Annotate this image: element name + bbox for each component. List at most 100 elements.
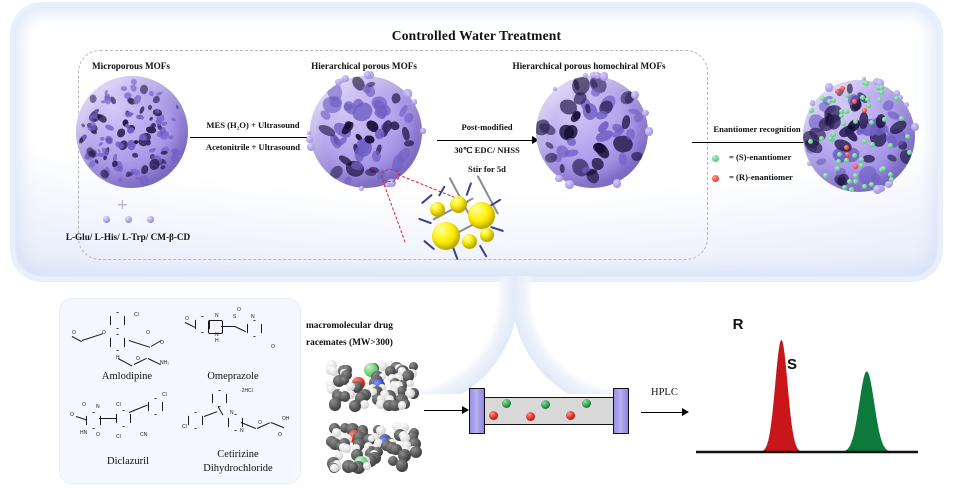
- surface-nub: [911, 122, 920, 132]
- surface-nub: [384, 182, 390, 188]
- atom-sphere: [408, 361, 419, 372]
- drug-name-dihydrochloride: Dihydrochloride: [203, 463, 273, 474]
- surface-nub: [387, 178, 396, 188]
- hplc-chromatogram: R S: [690, 316, 928, 470]
- racemate-molecule-top: [320, 355, 420, 413]
- atom-sphere: [409, 446, 422, 459]
- s-enantiomer-dot: [881, 116, 887, 122]
- label-chiral-reagents: L-Glu/ L-His/ L-Trp/ CM-β-CD: [65, 232, 191, 242]
- surface-nub: [893, 90, 901, 97]
- s-enantiomer-dot: [876, 97, 882, 103]
- diclazuril-structure: N O O HN O Cl Cl Cl CN: [70, 392, 167, 440]
- atom-sphere: [400, 433, 410, 444]
- s-enantiomer-dot: [839, 109, 845, 115]
- surface-nub: [594, 71, 602, 79]
- atom-sphere: [405, 388, 415, 398]
- surface-nub: [806, 161, 812, 167]
- atom-sphere: [367, 434, 376, 442]
- atom-sphere: [333, 391, 344, 402]
- legend-green-dot-icon: [712, 155, 719, 162]
- atom-sphere: [396, 386, 407, 397]
- atom-sphere: [375, 399, 386, 410]
- r-enantiomer-dot: [861, 107, 867, 113]
- s-enantiomer-dot: [838, 113, 844, 119]
- s-enantiomer-dot: [868, 181, 874, 187]
- s-enantiomer-dot: [843, 109, 849, 115]
- metal-node: [468, 202, 495, 229]
- s-enantiomer-dot: [904, 134, 910, 140]
- s-enantiomer-dot: [870, 142, 876, 148]
- chromatogram-svg: [696, 340, 918, 454]
- drug-structures-panel: [60, 299, 300, 483]
- s-enantiomer-dot: [864, 96, 870, 102]
- column-inlet-cap: [469, 388, 485, 434]
- s-enantiomer-dot: [808, 108, 814, 114]
- atom-sphere: [389, 400, 401, 412]
- s-enantiomer-dot: [869, 119, 875, 125]
- s-enantiomer-dot: [864, 81, 870, 87]
- surface-nub: [306, 130, 312, 136]
- s-enantiomer-dot: [831, 132, 837, 138]
- s-enantiomer-dot: [834, 165, 840, 171]
- surface-nub: [411, 99, 418, 105]
- surface-nub: [420, 128, 426, 134]
- reagent-bead: [147, 216, 154, 223]
- cetirizine-structure: Cl N N O OH O ·2HCl: [182, 388, 290, 438]
- atom-sphere: [349, 400, 361, 413]
- hierarchical-porous-mof-sphere: [305, 71, 426, 192]
- legend-s-enantiomer-label: = (S)-enantiomer: [729, 152, 792, 162]
- synthesis-dashed-region: [78, 50, 708, 260]
- atom-sphere: [339, 375, 350, 386]
- surface-nub: [406, 91, 413, 98]
- peak-label-r: R: [732, 316, 744, 333]
- surface-nub: [552, 86, 557, 92]
- atom-sphere: [348, 462, 359, 472]
- s-enantiomer-dot: [893, 96, 899, 102]
- surface-nub: [363, 71, 372, 79]
- atom-sphere: [377, 394, 386, 404]
- atom-sphere: [341, 369, 352, 381]
- s-enantiomer-dot: [859, 163, 865, 169]
- atom-sphere: [379, 390, 389, 399]
- r-enantiomer-dot: [844, 151, 850, 157]
- atom-sphere: [339, 422, 350, 433]
- s-enantiomer-dot: [853, 173, 859, 179]
- atom-sphere: [393, 381, 403, 391]
- atom-sphere: [372, 386, 382, 397]
- s-enantiomer-dot: [837, 151, 843, 157]
- s-enantiomer-dot: [841, 185, 847, 191]
- surface-nub: [642, 109, 649, 117]
- atom-sphere: [326, 380, 335, 389]
- hplc-arrow-line: [641, 412, 684, 413]
- arrow1-line: [190, 137, 312, 138]
- s-enantiomer-dot: [851, 153, 857, 159]
- atom-sphere: [346, 382, 356, 392]
- column-outlet-cap: [613, 388, 629, 434]
- s-enantiomer-dot: [840, 120, 846, 126]
- funnel-shape: [406, 276, 624, 394]
- s-enantiomer-dot: [858, 156, 864, 162]
- atom-sphere: [379, 373, 387, 381]
- s-enantiomer-dot: [843, 157, 849, 163]
- hplc-label: HPLC: [651, 387, 678, 398]
- surface-nub: [565, 180, 574, 189]
- s-enantiomer-dot: [835, 159, 841, 165]
- plus-symbol: +: [117, 195, 128, 216]
- r-enantiomer-dot: [844, 144, 850, 150]
- atom-sphere: [359, 399, 369, 409]
- atom-sphere: [385, 366, 397, 378]
- atom-sphere: [326, 360, 337, 370]
- atom-sphere: [399, 451, 409, 461]
- s-enantiomer-dot: [907, 149, 913, 155]
- mof-node-cluster-inset: [418, 174, 505, 261]
- omeprazole-structure: N N H S O N O O: [184, 307, 275, 350]
- surface-nub: [872, 78, 880, 86]
- surface-nub: [824, 83, 834, 92]
- atom-sphere: [397, 400, 407, 410]
- atom-sphere: [383, 399, 395, 412]
- drug-name-amlodipine: Amlodipine: [101, 371, 153, 382]
- s-enantiomer-dot: [889, 176, 895, 182]
- s-enantiomer-dot: [859, 95, 865, 101]
- s-enantiomer-dot: [846, 178, 852, 184]
